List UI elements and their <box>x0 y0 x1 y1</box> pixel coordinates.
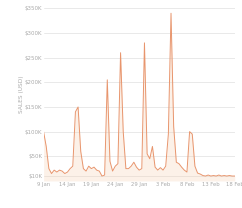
Y-axis label: SALES (USD): SALES (USD) <box>19 76 24 113</box>
